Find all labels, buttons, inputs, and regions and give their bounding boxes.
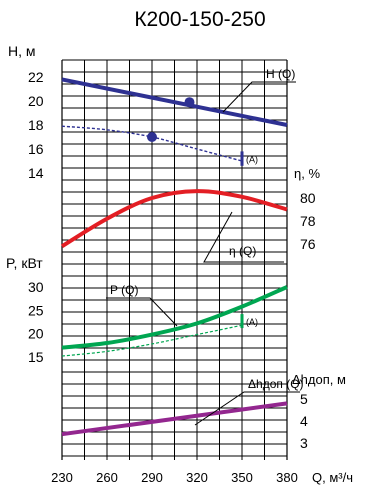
head-curve-label: H (Q) xyxy=(266,67,295,81)
power-tick-label: 25 xyxy=(28,302,44,318)
npsh-tick-label: 5 xyxy=(300,391,308,407)
head-curve xyxy=(61,77,288,127)
x-tick-label: 350 xyxy=(231,470,253,485)
efficiency-curve-label: η (Q) xyxy=(229,244,256,258)
efficiency-axis-label: η, % xyxy=(294,166,320,181)
efficiency-tick-label: 76 xyxy=(300,236,316,252)
power-tick-label: 20 xyxy=(28,326,44,342)
npsh-tick-label: 4 xyxy=(300,413,308,429)
labels-layer: 230 260 290 320 350 380 Q, м³/чH, м1416182022P… xyxy=(6,43,353,485)
npsh-curve-label: Δhдоп (Q) xyxy=(248,377,304,391)
efficiency-leader xyxy=(203,211,284,263)
power-curve-label: P (Q) xyxy=(110,283,138,297)
head-marker xyxy=(184,97,195,108)
chart-title: К200-150-250 xyxy=(134,8,265,31)
power-leader xyxy=(106,297,178,327)
x-tick-label: 320 xyxy=(186,470,208,485)
head-tick-label: 18 xyxy=(28,117,44,133)
head-leader xyxy=(222,81,296,113)
x-axis-label: Q, м³/ч xyxy=(312,470,353,485)
head-range-label: (A) xyxy=(246,155,258,165)
x-tick-label: 290 xyxy=(141,470,163,485)
series-layer xyxy=(60,77,288,437)
efficiency-curve xyxy=(60,189,288,249)
x-tick-label: 230 xyxy=(51,470,73,485)
efficiency-tick-label: 78 xyxy=(300,213,316,229)
npsh-curve xyxy=(61,401,288,437)
head-tick-label: 22 xyxy=(28,69,44,85)
x-tick-label: 260 xyxy=(96,470,118,485)
power-tick-label: 30 xyxy=(28,279,44,295)
power-axis-label: P, кВт xyxy=(6,255,43,271)
npsh-tick-label: 3 xyxy=(300,435,308,451)
power-curve xyxy=(61,285,288,350)
head-axis-label: H, м xyxy=(8,43,36,59)
power-range-label: (A) xyxy=(246,317,258,327)
x-tick-label: 380 xyxy=(276,470,298,485)
head-tick-label: 20 xyxy=(28,93,44,109)
head-tick-label: 14 xyxy=(28,165,44,181)
head-tick-label: 16 xyxy=(28,141,44,157)
efficiency-tick-label: 80 xyxy=(300,190,316,206)
head-marker xyxy=(147,132,157,142)
npsh-leader xyxy=(194,391,300,426)
npsh-axis-label: Δhдоп, м xyxy=(292,372,346,387)
power-tick-label: 15 xyxy=(28,349,44,365)
power-curve-a xyxy=(61,324,243,357)
